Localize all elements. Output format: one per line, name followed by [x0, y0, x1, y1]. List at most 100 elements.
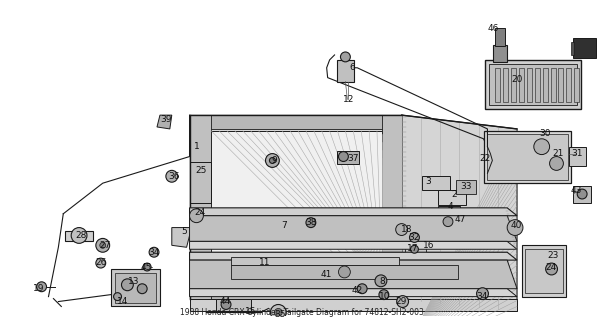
Text: 12: 12	[342, 95, 354, 104]
Polygon shape	[190, 208, 213, 228]
Polygon shape	[190, 115, 402, 129]
Text: 43: 43	[571, 186, 582, 195]
Text: 37: 37	[347, 154, 359, 163]
Polygon shape	[190, 115, 402, 299]
Circle shape	[341, 52, 350, 62]
Text: 1: 1	[193, 142, 199, 151]
Polygon shape	[484, 131, 571, 183]
Text: 3: 3	[425, 177, 431, 186]
Bar	[495, 68, 500, 102]
Text: 11: 11	[259, 258, 270, 267]
Polygon shape	[190, 241, 517, 249]
Bar	[567, 68, 571, 102]
Text: 8: 8	[379, 277, 385, 286]
Circle shape	[443, 217, 453, 227]
Text: 20: 20	[512, 75, 522, 84]
Text: 34: 34	[476, 292, 487, 301]
Polygon shape	[196, 256, 500, 281]
Circle shape	[71, 228, 87, 243]
Polygon shape	[172, 228, 191, 247]
Polygon shape	[196, 212, 500, 236]
Polygon shape	[157, 115, 172, 129]
Circle shape	[149, 247, 159, 257]
Text: 45: 45	[141, 262, 152, 272]
Circle shape	[100, 242, 106, 248]
Polygon shape	[405, 245, 426, 255]
Polygon shape	[487, 134, 568, 180]
Circle shape	[338, 266, 350, 278]
Circle shape	[545, 263, 557, 275]
Circle shape	[166, 170, 178, 182]
Circle shape	[190, 209, 204, 223]
Circle shape	[411, 245, 419, 253]
Circle shape	[396, 224, 408, 236]
Polygon shape	[438, 206, 460, 218]
Circle shape	[397, 296, 408, 308]
Polygon shape	[231, 265, 458, 279]
Text: 25: 25	[196, 166, 207, 175]
Polygon shape	[522, 245, 567, 297]
Circle shape	[477, 288, 489, 300]
Circle shape	[550, 156, 564, 170]
Circle shape	[266, 154, 279, 167]
Polygon shape	[382, 115, 402, 299]
Polygon shape	[489, 64, 577, 105]
Bar	[551, 68, 556, 102]
Circle shape	[114, 293, 121, 300]
Polygon shape	[525, 249, 564, 293]
Circle shape	[306, 218, 316, 228]
Bar	[535, 68, 540, 102]
Text: 24: 24	[545, 262, 556, 272]
Text: 16: 16	[423, 241, 434, 250]
Text: 14: 14	[117, 297, 128, 306]
Text: 36: 36	[168, 172, 179, 181]
Text: 29: 29	[395, 297, 406, 306]
Text: 9: 9	[272, 156, 277, 165]
Text: 21: 21	[553, 149, 564, 158]
Text: 7: 7	[281, 221, 287, 230]
Circle shape	[37, 282, 47, 292]
Polygon shape	[573, 186, 591, 203]
Text: 4: 4	[447, 202, 453, 211]
Text: 15: 15	[245, 307, 257, 316]
Text: 44: 44	[219, 297, 231, 306]
Polygon shape	[402, 115, 517, 311]
Text: 38: 38	[305, 218, 316, 227]
Circle shape	[357, 284, 367, 294]
Text: 47: 47	[454, 215, 466, 224]
Text: 18: 18	[401, 225, 413, 234]
Text: 23: 23	[547, 251, 558, 260]
Polygon shape	[190, 163, 211, 203]
Bar	[527, 68, 532, 102]
Text: 41: 41	[321, 270, 332, 279]
Circle shape	[274, 308, 282, 316]
Polygon shape	[493, 45, 507, 62]
Polygon shape	[190, 285, 402, 299]
Text: 34: 34	[149, 248, 159, 257]
Polygon shape	[573, 38, 596, 58]
Bar	[519, 68, 524, 102]
Circle shape	[137, 284, 147, 294]
Bar	[559, 68, 564, 102]
Polygon shape	[231, 257, 399, 265]
Text: 13: 13	[127, 277, 139, 286]
Text: 46: 46	[487, 24, 499, 33]
Text: 6: 6	[350, 63, 355, 72]
Polygon shape	[570, 147, 586, 166]
Circle shape	[221, 300, 231, 309]
Polygon shape	[336, 151, 359, 164]
Text: 17: 17	[406, 244, 418, 253]
Text: 33: 33	[460, 182, 472, 191]
Polygon shape	[211, 131, 382, 280]
Polygon shape	[190, 299, 517, 311]
Text: 19: 19	[33, 284, 44, 293]
Circle shape	[507, 220, 523, 236]
Text: 40: 40	[510, 221, 522, 230]
Text: 42: 42	[352, 286, 363, 295]
Polygon shape	[571, 42, 574, 55]
Text: 5: 5	[182, 227, 187, 236]
Text: 1988 Honda CRX Cylinder, Tailgate Diagram for 74812-SH2-003: 1988 Honda CRX Cylinder, Tailgate Diagra…	[180, 308, 424, 317]
Circle shape	[534, 139, 550, 155]
Polygon shape	[115, 273, 156, 302]
Bar	[503, 68, 508, 102]
